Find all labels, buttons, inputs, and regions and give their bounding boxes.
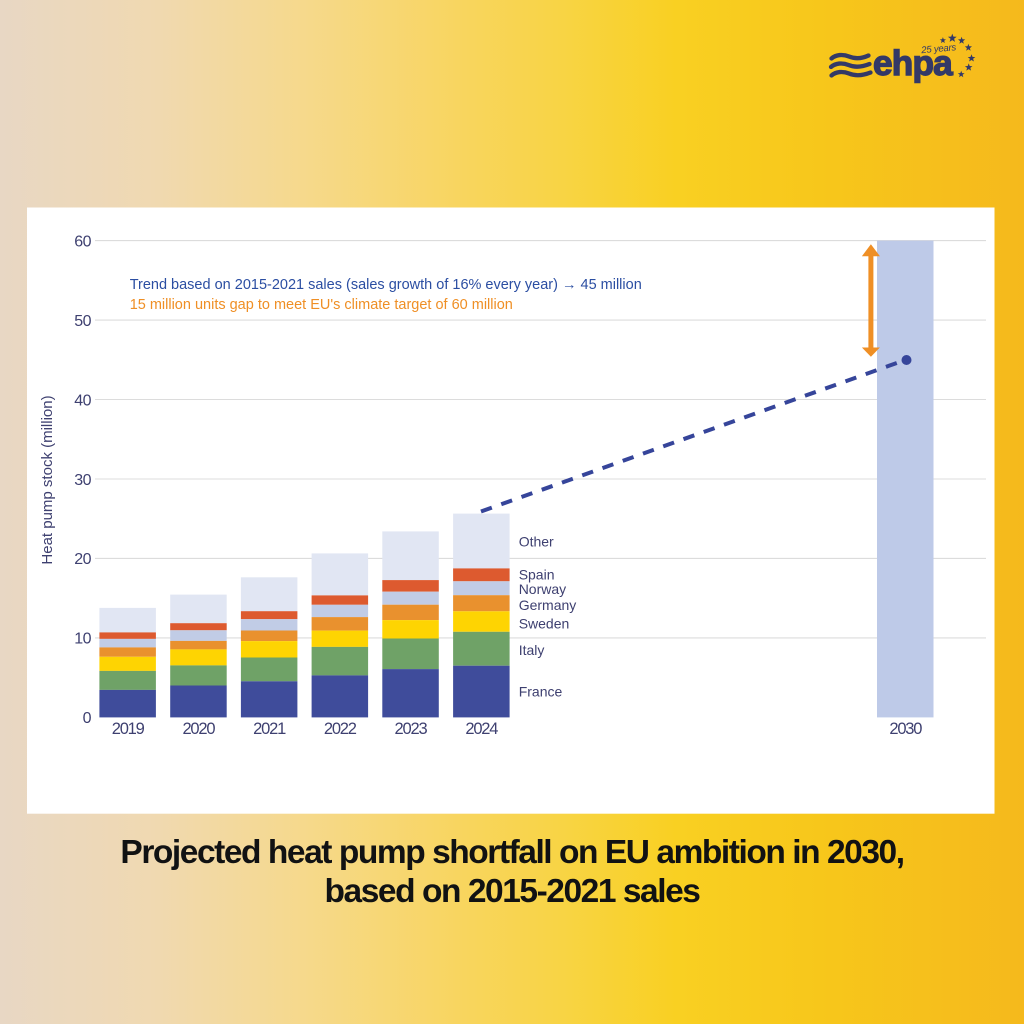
svg-text:30: 30 [74, 472, 91, 489]
svg-text:Norway: Norway [519, 581, 566, 597]
svg-text:Trend based on 2015-2021 sales: Trend based on 2015-2021 sales (sales gr… [130, 277, 642, 293]
svg-text:60: 60 [74, 233, 91, 250]
svg-text:2022: 2022 [324, 720, 357, 738]
svg-text:ehpa: ehpa [873, 44, 953, 83]
svg-text:Germany: Germany [519, 597, 577, 613]
svg-text:France: France [519, 684, 563, 700]
svg-text:2021: 2021 [253, 720, 286, 738]
svg-text:2020: 2020 [182, 720, 215, 738]
svg-text:Heat pump stock (million): Heat pump stock (million) [39, 395, 56, 564]
svg-text:Sweden: Sweden [519, 615, 570, 631]
svg-text:15 million units gap to meet E: 15 million units gap to meet EU's climat… [130, 297, 513, 313]
svg-text:40: 40 [74, 392, 91, 409]
svg-text:50: 50 [74, 313, 91, 330]
svg-text:2030: 2030 [889, 720, 922, 738]
svg-text:Italy: Italy [519, 642, 545, 658]
svg-text:2023: 2023 [395, 720, 428, 738]
svg-text:10: 10 [74, 631, 91, 648]
svg-text:Spain: Spain [519, 567, 555, 583]
svg-text:20: 20 [74, 551, 91, 568]
svg-text:2024: 2024 [465, 720, 498, 738]
svg-text:0: 0 [83, 710, 92, 727]
svg-text:25 years: 25 years [920, 42, 957, 56]
svg-text:Other: Other [519, 534, 554, 550]
svg-text:2019: 2019 [112, 720, 145, 738]
